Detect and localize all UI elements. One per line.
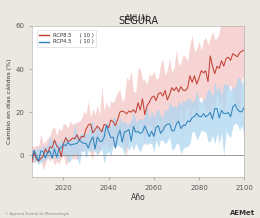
Text: ANUAL: ANUAL [125,14,151,23]
Text: © Agencia Estatal de Meteorología: © Agencia Estatal de Meteorología [5,212,69,216]
Title: SEGURA: SEGURA [118,16,158,26]
X-axis label: Año: Año [131,193,145,202]
Legend: RCP8.5     ( 10 ), RCP4.5     ( 10 ): RCP8.5 ( 10 ), RCP4.5 ( 10 ) [37,30,96,47]
Y-axis label: Cambio en días cálidos (%): Cambio en días cálidos (%) [7,59,12,144]
Text: AEMet: AEMet [230,210,255,216]
